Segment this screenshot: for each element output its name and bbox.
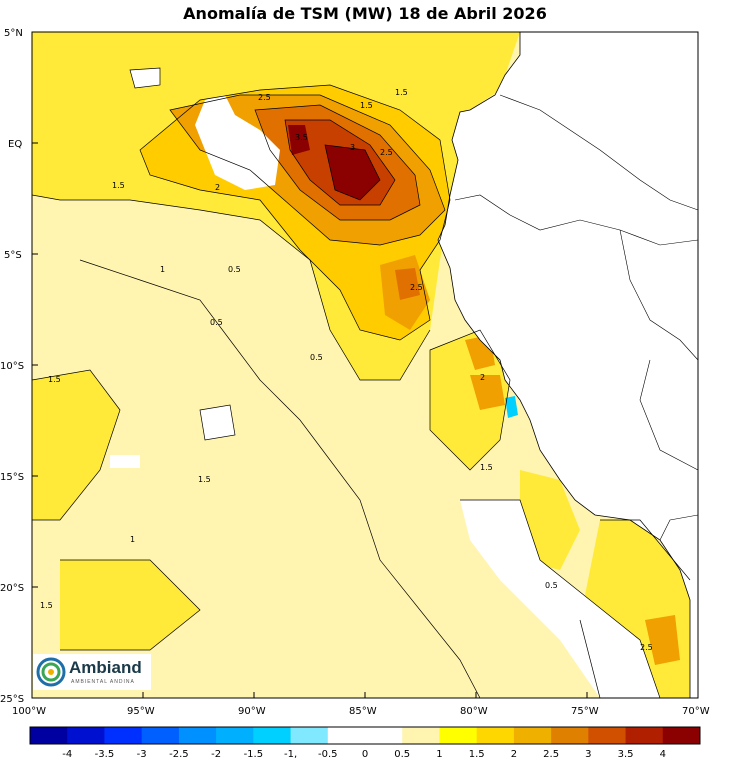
axis-ticks [31, 31, 699, 698]
field-1p5-west [32, 370, 120, 520]
contour-label: 1.5 [112, 181, 125, 190]
colorbar-swatch [67, 727, 105, 744]
colorbar-swatch [141, 727, 180, 744]
colorbar-label: -3.5 [95, 749, 115, 760]
colorbar-label: -1.5 [244, 749, 264, 760]
colorbar-swatch [588, 727, 627, 744]
contour-label: 1 [160, 265, 165, 274]
colorbar-label: 0 [362, 749, 368, 760]
contour-label: 1.5 [198, 475, 211, 484]
lon-label: 90°W [238, 706, 266, 717]
field-4 [325, 145, 380, 200]
lon-label: 70°W [682, 706, 710, 717]
lon-label: 80°W [460, 706, 488, 717]
logo-name: Ambiand [69, 658, 142, 677]
colorbar-labels: -4 -3.5 -3 -2.5 -2 -1.5 -1, -0.5 0 0.5 1 1.5 2 2.5 3 3.… [62, 749, 666, 760]
white-patch-coast [460, 500, 660, 698]
ambiand-logo: Ambiand AMBIENTAL ANDINA [33, 654, 151, 690]
contour-lines [32, 67, 691, 698]
contour-label: 2.5 [410, 283, 423, 292]
white-patch-1 [130, 68, 160, 88]
colorbar-label: -3 [137, 749, 147, 760]
lat-label: EQ [8, 139, 22, 150]
country-borders [454, 94, 699, 541]
colorbar-swatch [625, 727, 664, 744]
logo-icon [36, 657, 66, 687]
colorbar-swatch [662, 727, 701, 744]
lon-label: 85°W [349, 706, 377, 717]
field-2p5-e [645, 615, 680, 665]
lat-label: 5°N [4, 28, 23, 39]
lat-label: 5°S [4, 250, 22, 261]
land-south-america [437, 31, 699, 699]
colorbar [29, 726, 701, 745]
colorbar-label: -1, [284, 749, 297, 760]
field-1p5-sw [60, 560, 200, 650]
colorbar-label: 2.5 [543, 749, 559, 760]
lon-label: 95°W [127, 706, 155, 717]
latitude-labels: 5°N EQ 5°S 10°S 15°S 20°S 25°S [0, 28, 24, 705]
colorbar-swatch [439, 727, 478, 744]
colorbar-frame [29, 726, 701, 745]
contour-label: 1.5 [48, 375, 61, 384]
contour-label: 2 [215, 183, 220, 192]
lon-label: 75°W [571, 706, 599, 717]
colorbar-swatch [513, 727, 552, 744]
colorbar-label: 2 [511, 749, 517, 760]
colorbar-swatch [178, 727, 217, 744]
colorbar-label: 4 [660, 749, 666, 760]
field-3-b [395, 268, 420, 300]
contour-label: 2.5 [258, 93, 271, 102]
contour-label: 2.5 [380, 148, 393, 157]
lon-label: 100°W [12, 706, 46, 717]
colorbar-swatch [402, 727, 440, 744]
contour-label: 3.5 [295, 133, 308, 142]
colorbar-swatch [365, 727, 403, 744]
colorbar-label: 3.5 [618, 749, 634, 760]
lat-label: 15°S [0, 472, 24, 483]
field-4-b [288, 125, 310, 155]
map-title: Anomalía de TSM (MW) 18 de Abril 2026 [183, 4, 547, 23]
colorbar-swatch [290, 727, 329, 744]
colorbar-label: 3 [585, 749, 591, 760]
colorbar-swatch [30, 727, 68, 744]
logo-subtitle: AMBIENTAL ANDINA [71, 679, 135, 685]
contour-label: 3 [350, 143, 355, 152]
colorbar-label: 1 [436, 749, 442, 760]
contour-label: 1.5 [360, 101, 373, 110]
field-2p5-d [470, 375, 505, 410]
contour-label-group: 1.5 2.5 3 3.5 2.5 2 1.5 1.5 1 0.5 0.5 2.… [40, 88, 653, 652]
lat-label: 10°S [0, 361, 24, 372]
colorbar-label: -2.5 [169, 749, 189, 760]
colorbar-swatch [253, 727, 292, 744]
contour-label: 0.5 [228, 265, 241, 274]
colorbar-swatch [104, 727, 143, 744]
colorbar-label: -4 [62, 749, 72, 760]
colorbar-swatch [551, 727, 589, 744]
colorbar-label: 1.5 [469, 749, 485, 760]
contour-label: 1.5 [40, 601, 53, 610]
lat-label: 25°S [0, 694, 24, 705]
contour-label: 1.5 [480, 463, 493, 472]
contour-label: 0.5 [545, 581, 558, 590]
colorbar-swatch [476, 727, 515, 744]
white-patch-3 [110, 455, 140, 468]
longitude-labels: 100°W 95°W 90°W 85°W 80°W 75°W 70°W [12, 706, 710, 717]
contour-label: 0.5 [310, 353, 323, 362]
contour-label: 2 [480, 373, 485, 382]
colorbar-label: 0.5 [394, 749, 410, 760]
lake-titicaca [505, 396, 518, 418]
contour-label: 2.5 [640, 643, 653, 652]
contour-label: 1.5 [395, 88, 408, 97]
colorbar-label: -0.5 [318, 749, 338, 760]
colorbar-swatch [327, 727, 366, 744]
lat-label: 20°S [0, 583, 24, 594]
contour-label: 1 [130, 535, 135, 544]
colorbar-swatch [216, 727, 254, 744]
white-patch-galapagos [195, 95, 280, 190]
colorbar-label: -2 [211, 749, 221, 760]
contour-label: 0.5 [210, 318, 223, 327]
white-patch-2 [200, 405, 235, 440]
